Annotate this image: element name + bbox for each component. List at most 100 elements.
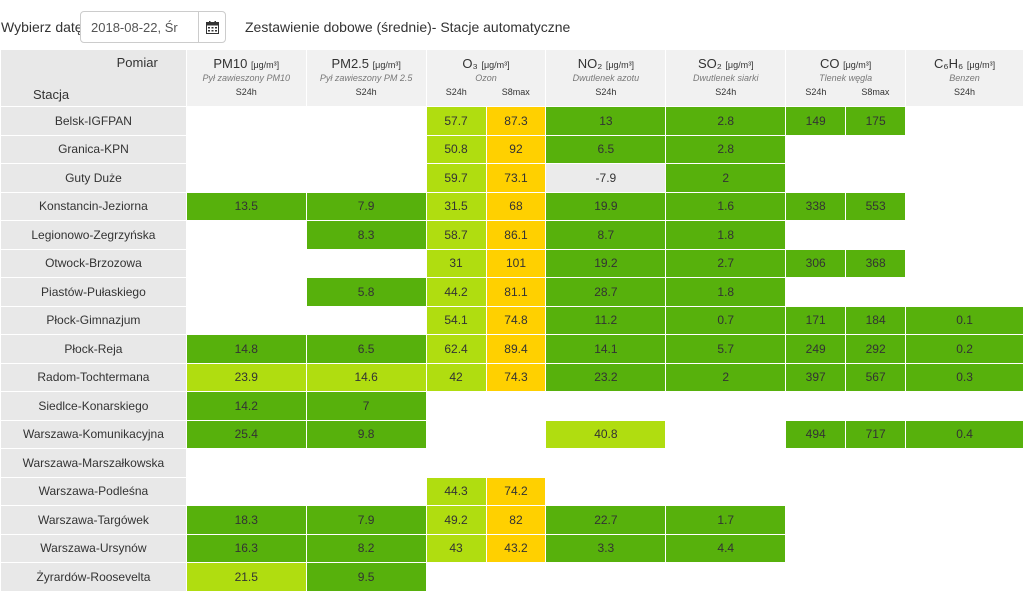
col-unit: [μg/m³]: [725, 60, 754, 70]
col-header-co: CO [μg/m³] Tlenek węgla S24h S8max: [785, 49, 907, 107]
value-cell: [785, 391, 847, 421]
value-cell: 4.4: [665, 533, 787, 563]
value-cell: 14.2: [185, 391, 307, 421]
station-name[interactable]: Piastów-Pułaskiego: [0, 277, 187, 307]
table-row: Piastów-Pułaskiego 5.8 44.2 81.1 28.7 1.8: [0, 277, 1024, 307]
station-name[interactable]: Guty Duże: [0, 163, 187, 193]
station-name[interactable]: Belsk-IGFPAN: [0, 106, 187, 136]
value-cell: 43.2: [485, 533, 547, 563]
table-row: Warszawa-Komunikacyjna 25.4 9.8 40.8 494 717 0…: [0, 419, 1024, 449]
value-cell: [665, 419, 787, 449]
station-name[interactable]: Warszawa-Targówek: [0, 505, 187, 535]
station-name[interactable]: Warszawa-Komunikacyjna: [0, 419, 187, 449]
value-cell: [845, 533, 907, 563]
value-cell: 89.4: [485, 334, 547, 364]
station-name[interactable]: Płock-Reja: [0, 334, 187, 364]
value-cell: 0.3: [905, 362, 1024, 392]
station-name[interactable]: Żyrardów-Roosevelta: [0, 562, 187, 592]
value-cell: [485, 448, 547, 478]
value-cell: 16.3: [185, 533, 307, 563]
value-cell: 2.8: [665, 106, 787, 136]
station-name[interactable]: Warszawa-Ursynów: [0, 533, 187, 563]
value-cell: 31.5: [425, 191, 487, 221]
value-cell: [905, 533, 1024, 563]
value-cell: [185, 248, 307, 278]
col-name: NO₂: [577, 56, 603, 71]
value-cell: [185, 448, 307, 478]
station-name[interactable]: Legionowo-Zegrzyńska: [0, 220, 187, 250]
page-title: Zestawienie dobowe (średnie)- Stacje aut…: [245, 19, 571, 35]
value-cell: [305, 248, 427, 278]
value-cell: 2: [665, 362, 787, 392]
col-desc: Dwutlenek siarki: [693, 73, 759, 83]
col-desc: Ozon: [475, 73, 497, 83]
value-cell: [845, 505, 907, 535]
col-header-pm10: PM10 [μg/m³] Pył zawieszony PM10 S24h: [185, 49, 307, 107]
value-cell: 13: [545, 106, 667, 136]
col-sub: S24h: [445, 87, 467, 97]
value-cell: 74.2: [485, 476, 547, 506]
value-cell: 717: [845, 419, 907, 449]
value-cell: 0.7: [665, 305, 787, 335]
value-cell: 1.8: [665, 277, 787, 307]
value-cell: 292: [845, 334, 907, 364]
value-cell: [845, 391, 907, 421]
value-cell: 25.4: [185, 419, 307, 449]
value-cell: [305, 305, 427, 335]
date-picker-input[interactable]: 2018-08-22, Śr: [80, 11, 226, 43]
value-cell: 11.2: [545, 305, 667, 335]
value-cell: [665, 448, 787, 478]
value-cell: [905, 277, 1024, 307]
col-sub: S8max: [501, 87, 530, 97]
value-cell: 5.7: [665, 334, 787, 364]
value-cell: 101: [485, 248, 547, 278]
value-cell: [785, 476, 847, 506]
station-name[interactable]: Warszawa-Marszałkowska: [0, 448, 187, 478]
value-cell: 18.3: [185, 505, 307, 535]
value-cell: [905, 163, 1024, 193]
value-cell: 149: [785, 106, 847, 136]
col-sub: S24h: [235, 87, 257, 97]
value-cell: [845, 448, 907, 478]
value-cell: [545, 562, 667, 592]
station-name[interactable]: Radom-Tochtermana: [0, 362, 187, 392]
value-cell: 82: [485, 505, 547, 535]
col-desc: Pył zawieszony PM 2.5: [319, 73, 413, 83]
col-desc: Dwutlenek azotu: [572, 73, 640, 83]
value-cell: 7: [305, 391, 427, 421]
value-cell: 14.6: [305, 362, 427, 392]
value-cell: 74.3: [485, 362, 547, 392]
value-cell: [485, 391, 547, 421]
value-cell: [425, 391, 487, 421]
table-row: Żyrardów-Roosevelta 21.5 9.5: [0, 562, 1024, 592]
station-name[interactable]: Siedlce-Konarskiego: [0, 391, 187, 421]
station-name[interactable]: Konstancin-Jeziorna: [0, 191, 187, 221]
value-cell: 59.7: [425, 163, 487, 193]
station-name[interactable]: Granica-KPN: [0, 134, 187, 164]
value-cell: [845, 220, 907, 250]
value-cell: [665, 562, 787, 592]
value-cell: [785, 505, 847, 535]
col-name: PM2.5: [331, 56, 370, 71]
value-cell: 22.7: [545, 505, 667, 535]
value-cell: [665, 391, 787, 421]
value-cell: [785, 163, 847, 193]
value-cell: 92: [485, 134, 547, 164]
value-cell: [665, 476, 787, 506]
value-cell: 57.7: [425, 106, 487, 136]
calendar-icon[interactable]: [198, 12, 225, 42]
col-unit: [μg/m³]: [966, 60, 996, 70]
station-name[interactable]: Otwock-Brzozowa: [0, 248, 187, 278]
value-cell: [905, 191, 1024, 221]
col-unit: [μg/m³]: [605, 60, 635, 70]
station-name[interactable]: Warszawa-Podleśna: [0, 476, 187, 506]
value-cell: 44.2: [425, 277, 487, 307]
date-value[interactable]: 2018-08-22, Śr: [91, 20, 178, 35]
value-cell: 553: [845, 191, 907, 221]
station-name[interactable]: Płock-Gimnazjum: [0, 305, 187, 335]
value-cell: 1.8: [665, 220, 787, 250]
value-cell: 44.3: [425, 476, 487, 506]
value-cell: [305, 106, 427, 136]
table-row: Warszawa-Podleśna 44.3 74.2: [0, 476, 1024, 506]
value-cell: 81.1: [485, 277, 547, 307]
